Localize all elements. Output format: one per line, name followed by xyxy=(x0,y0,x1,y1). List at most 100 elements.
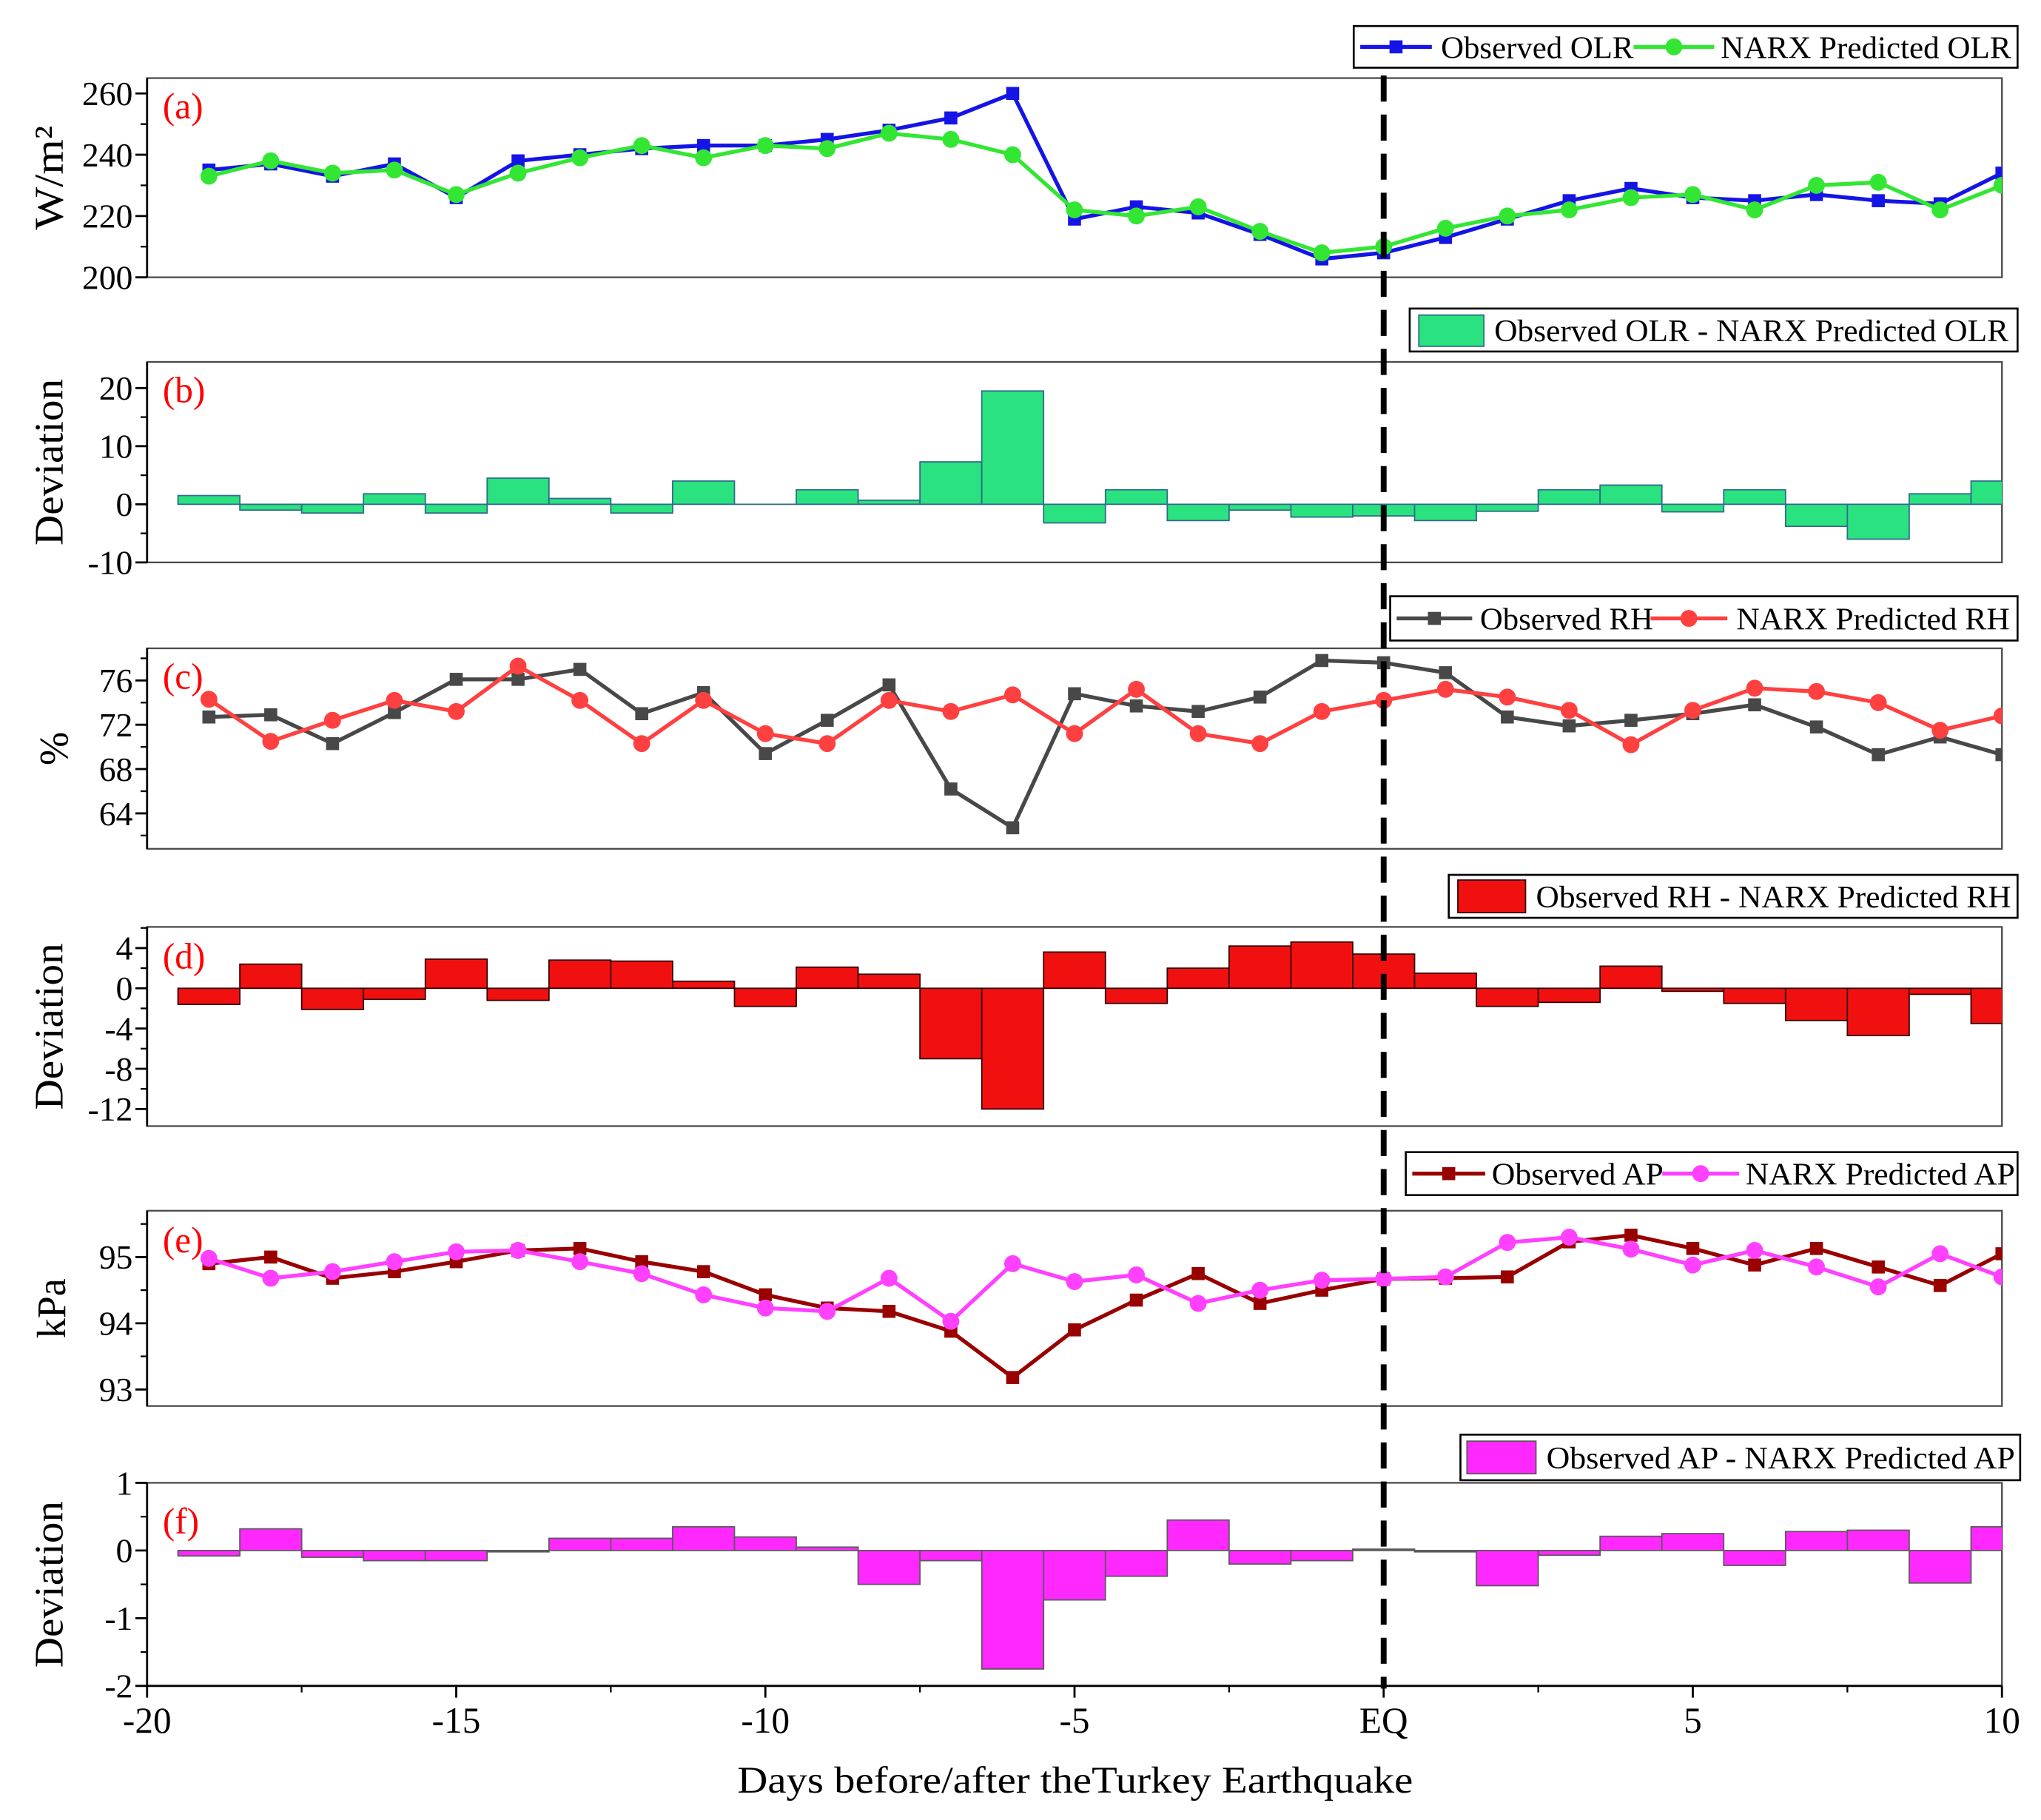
legend-marker xyxy=(1428,611,1442,625)
legend-box xyxy=(1447,873,2019,919)
panel-d-marks xyxy=(177,941,2003,1110)
narx-predicted-rh-point xyxy=(1375,691,1393,709)
panel-b-deviation-bar xyxy=(1846,503,1910,540)
panel-f-deviation-bar xyxy=(1661,1533,1725,1551)
observed-olr-point xyxy=(511,154,525,168)
narx-predicted-ap-point xyxy=(1746,1242,1763,1259)
legend-swatch xyxy=(1418,314,1485,347)
narx-predicted-rh-point xyxy=(200,691,218,708)
panel-b-deviation-bar xyxy=(1784,503,1849,528)
legend-label: Observed AP - NARX Predicted AP xyxy=(1547,1441,2015,1476)
legend-entry-observed-ap: Observed AP xyxy=(1412,1158,1664,1192)
observed-rh-point xyxy=(882,678,896,692)
narx-predicted-olr-point xyxy=(1436,219,1454,237)
y-tick-label: -2 xyxy=(104,1668,132,1705)
narx-predicted-olr-point xyxy=(448,186,465,204)
panel-d-deviation-bar xyxy=(363,987,426,1001)
panel-b-y-axis: -10 0 10 20 xyxy=(87,361,149,582)
panel-a-y-axis-title: W/m² xyxy=(26,126,71,230)
narx-predicted-ap-point xyxy=(942,1312,960,1330)
observed-rh-point xyxy=(388,705,401,719)
panel-b-deviation-bar xyxy=(1290,503,1354,518)
narx-predicted-rh-point xyxy=(1189,725,1207,742)
y-tick-label: -1 xyxy=(104,1599,132,1637)
narx-predicted-ap-point xyxy=(1931,1245,1949,1263)
panel-c-plot-area xyxy=(146,647,2003,850)
narx-predicted-rh-point xyxy=(880,691,898,709)
panel-a-y-axis: 200 220 240 260 xyxy=(82,75,149,296)
legend-entry-observed-olr-narx-predicted-olr: Observed OLR - NARX Predicted OLR xyxy=(1418,314,2009,349)
observed-ap-point xyxy=(1995,1247,2003,1260)
narx-predicted-olr-point xyxy=(818,140,836,158)
narx-predicted-rh-point xyxy=(695,691,713,709)
panel-e-tag: (e) xyxy=(163,1220,204,1260)
panel-f-deviation-bar xyxy=(610,1537,673,1551)
observed-olr-point xyxy=(1995,167,2003,180)
panel-a-marks xyxy=(200,87,2003,266)
panel-e: 93 94 95 kPa (e) Observed AP NARX Predicted AP xyxy=(29,1151,2019,1408)
panel-d-deviation-bar xyxy=(424,958,488,990)
legend-swatch xyxy=(1466,1440,1537,1474)
panel-f-deviation-bar xyxy=(796,1546,859,1551)
panel-f-deviation-bar xyxy=(1104,1550,1169,1577)
panel-d-deviation-bar xyxy=(1104,987,1169,1004)
panel-d-deviation-bar xyxy=(919,987,983,1060)
narx-predicted-olr-point xyxy=(1622,189,1640,206)
panel-f-deviation-bar xyxy=(239,1528,303,1551)
panel-b-deviation-bar xyxy=(1537,488,1601,506)
panel-d-legend: Observed RH - NARX Predicted RH xyxy=(1447,873,2019,919)
narx-predicted-rh-point xyxy=(818,735,836,753)
panel-f-deviation-bar xyxy=(548,1537,612,1551)
panel-f-tag: (f) xyxy=(163,1501,199,1542)
observed-olr-point xyxy=(944,111,958,125)
panel-b-deviation-bar xyxy=(300,503,365,514)
narx-predicted-ap-point xyxy=(1808,1258,1826,1276)
legend-label: Observed RH - NARX Predicted RH xyxy=(1536,880,2011,915)
narx-predicted-ap-point xyxy=(509,1242,527,1259)
panel-f-y-axis-title: Deviation xyxy=(26,1501,71,1668)
panel-f-deviation-bar xyxy=(1166,1519,1230,1551)
panel-f-deviation-bar xyxy=(672,1526,736,1551)
panel-d-y-axis: -12-8-404 xyxy=(87,927,149,1128)
legend-marker xyxy=(1680,610,1698,627)
panel-a: 200 220 240 260 W/m² (a) Observed OLR NARX Pred… xyxy=(26,24,2019,296)
narx-predicted-olr-point xyxy=(1931,201,1949,219)
narx-predicted-rh-point xyxy=(571,691,589,709)
observed-ap-point xyxy=(1872,1260,1885,1274)
y-tick-label: 4 xyxy=(116,930,133,967)
panel-f-deviation-bar xyxy=(857,1550,921,1585)
narx-predicted-rh-point xyxy=(1004,686,1021,704)
panel-f-deviation-bar xyxy=(1599,1535,1663,1551)
narx-predicted-ap-point xyxy=(386,1253,403,1271)
y-tick-label: 68 xyxy=(99,751,133,788)
narx-predicted-ap-point xyxy=(262,1269,280,1287)
x-tick-label: 10 xyxy=(1984,1700,2020,1741)
narx-predicted-rh-point xyxy=(448,702,465,720)
panel-e-marks xyxy=(200,1229,2003,1384)
narx-predicted-olr-point xyxy=(756,137,774,155)
panel-f-deviation-bar xyxy=(733,1536,797,1551)
panel-f-y-axis: -2 -1 0 1 xyxy=(104,1464,149,1705)
observed-rh-point xyxy=(944,782,958,796)
panel-d-deviation-bar xyxy=(1723,987,1786,1004)
panel-f-deviation-bar xyxy=(919,1550,983,1562)
narx-predicted-ap-point xyxy=(1375,1270,1393,1288)
panel-a-tag: (a) xyxy=(163,86,204,127)
panel-b-deviation-bar xyxy=(857,499,921,506)
y-tick-label: 0 xyxy=(116,970,133,1007)
observed-olr-point xyxy=(696,138,710,152)
observed-ap-point xyxy=(1933,1279,1947,1292)
narx-predicted-olr-line xyxy=(208,131,2003,255)
narx-predicted-rh-point xyxy=(1499,688,1516,706)
y-tick-label: 72 xyxy=(99,706,133,744)
panel-d-deviation-bar xyxy=(177,987,241,1005)
panel-b-tag: (b) xyxy=(163,370,205,411)
legend-label: NARX Predicted RH xyxy=(1736,602,2009,637)
panel-d-deviation-bar xyxy=(733,987,797,1007)
legend-label: NARX Predicted AP xyxy=(1746,1158,2015,1192)
panel-b-legend: Observed OLR - NARX Predicted OLR xyxy=(1408,307,2019,353)
narx-predicted-ap-point xyxy=(1993,1268,2003,1286)
legend-box xyxy=(1459,1434,2022,1482)
panel-f-deviation-bar xyxy=(1290,1550,1354,1562)
narx-predicted-olr-point xyxy=(262,152,280,169)
